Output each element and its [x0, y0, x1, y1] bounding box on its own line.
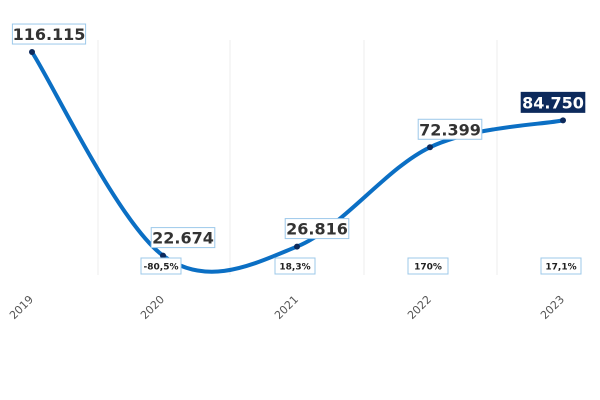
- value-label-text: 22.674: [152, 229, 214, 248]
- data-point-2023: [560, 117, 566, 124]
- x-tick-label-2019: 2019: [7, 293, 36, 322]
- value-label-2019: 116.115: [11, 23, 87, 45]
- value-label-2022: 72.399: [417, 118, 483, 140]
- data-point-2022: [427, 144, 433, 151]
- change-label-2022: 170%: [407, 257, 449, 275]
- value-label-box: [520, 91, 586, 113]
- value-label-text: 26.816: [286, 220, 348, 239]
- data-point-2020: [160, 252, 166, 259]
- change-labels: -80,5% 18,3% 170% 17,1%: [140, 257, 582, 275]
- change-label-2023: 17,1%: [540, 257, 582, 275]
- value-label-box: [284, 218, 350, 240]
- x-axis-ticks: 2019 2020 2021 2022 2023: [7, 293, 567, 322]
- change-label-2020: -80,5%: [140, 257, 182, 275]
- value-labels: 116.115 22.674 26.816 72.399 84.750: [11, 23, 586, 249]
- change-label-2021: 18,3%: [274, 257, 316, 275]
- data-point-2021: [294, 243, 300, 250]
- change-label-text: -80,5%: [144, 263, 179, 273]
- change-label-text: 17,1%: [545, 263, 576, 273]
- value-label-2023: 84.750: [520, 91, 586, 113]
- chart-grid: [97, 40, 498, 275]
- change-label-text: 170%: [414, 263, 442, 273]
- value-label-2020: 22.674: [150, 227, 216, 249]
- x-tick-label-2023: 2023: [538, 293, 567, 322]
- change-label-box: [140, 257, 182, 275]
- x-tick-label-2022: 2022: [405, 293, 434, 322]
- value-label-text: 116.115: [13, 25, 86, 44]
- value-label-box: [150, 227, 216, 249]
- value-label-text: 72.399: [419, 120, 481, 139]
- value-label-box: [11, 23, 87, 45]
- value-label-text: 84.750: [522, 93, 584, 112]
- change-label-box: [407, 257, 449, 275]
- change-label-box: [540, 257, 582, 275]
- x-tick-label-2020: 2020: [138, 293, 167, 322]
- change-label-text: 18,3%: [279, 263, 310, 273]
- chart-markers: [29, 49, 566, 259]
- change-label-box: [274, 257, 316, 275]
- data-point-2019: [29, 49, 35, 56]
- x-tick-label-2021: 2021: [272, 293, 301, 322]
- value-label-box: [417, 118, 483, 140]
- value-label-2021: 26.816: [284, 218, 350, 240]
